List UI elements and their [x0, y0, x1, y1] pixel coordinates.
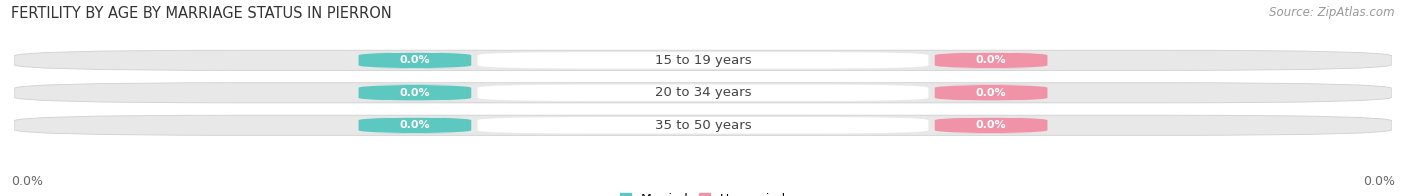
FancyBboxPatch shape [922, 52, 1060, 69]
FancyBboxPatch shape [14, 115, 1392, 135]
Text: 0.0%: 0.0% [399, 120, 430, 130]
Text: Source: ZipAtlas.com: Source: ZipAtlas.com [1270, 6, 1395, 19]
Text: 0.0%: 0.0% [1362, 175, 1395, 188]
Text: 0.0%: 0.0% [976, 55, 1007, 65]
Legend: Married, Unmarried: Married, Unmarried [620, 193, 786, 196]
FancyBboxPatch shape [478, 117, 928, 133]
FancyBboxPatch shape [346, 84, 484, 101]
FancyBboxPatch shape [478, 84, 928, 101]
Text: 0.0%: 0.0% [399, 88, 430, 98]
FancyBboxPatch shape [14, 83, 1392, 103]
FancyBboxPatch shape [346, 117, 484, 133]
FancyBboxPatch shape [922, 117, 1060, 133]
FancyBboxPatch shape [14, 50, 1392, 70]
Text: FERTILITY BY AGE BY MARRIAGE STATUS IN PIERRON: FERTILITY BY AGE BY MARRIAGE STATUS IN P… [11, 6, 392, 21]
Text: 0.0%: 0.0% [11, 175, 44, 188]
FancyBboxPatch shape [346, 52, 484, 69]
Text: 15 to 19 years: 15 to 19 years [655, 54, 751, 67]
Text: 35 to 50 years: 35 to 50 years [655, 119, 751, 132]
Text: 20 to 34 years: 20 to 34 years [655, 86, 751, 99]
Text: 0.0%: 0.0% [399, 55, 430, 65]
Text: 0.0%: 0.0% [976, 120, 1007, 130]
Text: 0.0%: 0.0% [976, 88, 1007, 98]
FancyBboxPatch shape [478, 52, 928, 69]
FancyBboxPatch shape [922, 84, 1060, 101]
